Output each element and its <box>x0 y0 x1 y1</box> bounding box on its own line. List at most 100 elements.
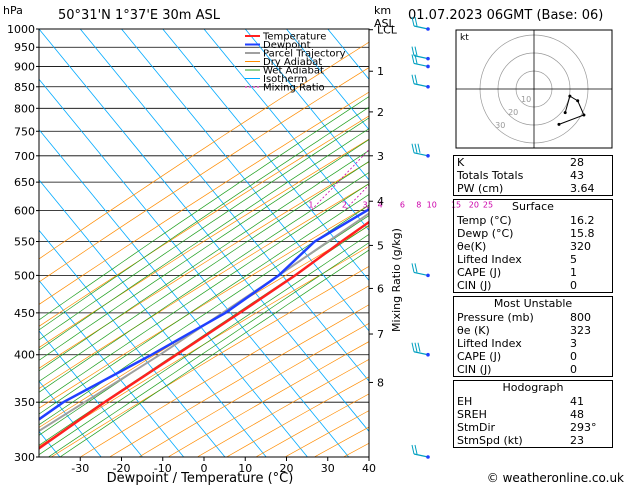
legend-label: Mixing Ratio <box>263 83 325 94</box>
wind-barb-dot <box>426 274 430 278</box>
wet-adiabat-line <box>0 29 506 457</box>
index-label: K <box>457 156 464 169</box>
wind-barb-feather <box>412 54 414 63</box>
index-label: θe(K) <box>457 240 486 253</box>
mixing-ratio-label: 8 <box>416 201 421 210</box>
index-row: CIN (J)0 <box>454 279 612 292</box>
km-tick-label: 4 <box>377 195 384 208</box>
km-tick-label: 8 <box>377 376 384 389</box>
isotherm-line <box>39 29 390 457</box>
km-tick-label: 3 <box>377 150 384 163</box>
location-text: 50°31'N 1°37'E 30m ASL <box>58 8 221 23</box>
wind-barb-staff <box>414 352 428 355</box>
pressure-tick-label: 800 <box>14 102 35 115</box>
index-label: CIN (J) <box>457 363 491 376</box>
pressure-tick-label: 700 <box>14 150 35 163</box>
index-value: 23 <box>570 434 608 447</box>
index-row: CAPE (J)0 <box>454 350 612 363</box>
pressure-tick-label: 950 <box>14 41 35 54</box>
index-label: CAPE (J) <box>457 350 501 363</box>
index-value: 43 <box>570 169 608 182</box>
index-label: Totals Totals <box>457 169 523 182</box>
wind-barb-dot <box>426 154 430 158</box>
wind-barb <box>412 263 430 277</box>
index-value: 1 <box>570 266 608 279</box>
wind-barb-staff <box>414 26 428 29</box>
km-tick-label: LCL <box>377 24 398 37</box>
mixing-ratio-label: 10 <box>427 201 437 210</box>
mixing-ratio-axis-label: Mixing Ratio (g/kg) <box>390 228 403 332</box>
km-tick-label: 1 <box>377 65 384 78</box>
index-label: θe (K) <box>457 324 490 337</box>
hodograph-title: Hodograph <box>454 381 612 395</box>
wind-barb <box>412 445 430 459</box>
index-label: Temp (°C) <box>457 214 512 227</box>
km-tick-label: 6 <box>377 282 384 295</box>
wind-barb-dot <box>426 353 430 357</box>
wind-barb-staff <box>414 272 428 275</box>
index-label: Pressure (mb) <box>457 311 534 324</box>
wind-barb-dot <box>426 455 430 459</box>
index-row: Temp (°C) 16.2 <box>454 214 612 227</box>
index-row: StmSpd (kt) 23 <box>454 434 612 447</box>
index-label: EH <box>457 395 472 408</box>
copyright: © weatheronline.co.uk <box>487 471 624 485</box>
index-row: CIN (J) 0 <box>454 363 612 376</box>
index-label: StmDir <box>457 421 495 434</box>
index-value: 0 <box>570 363 608 376</box>
wind-barb-feather <box>415 263 417 272</box>
wind-barb-staff <box>414 84 428 87</box>
hodograph-ring-label: 10 <box>521 95 531 104</box>
km-tick-label: 7 <box>377 328 384 341</box>
surface-title: Surface <box>454 200 612 214</box>
index-row: Totals Totals 43 <box>454 169 612 182</box>
wind-barb <box>412 75 430 89</box>
wind-barb-feather <box>415 445 417 454</box>
wind-barb-feather <box>412 263 414 272</box>
index-label: Dewp (°C) <box>457 227 513 240</box>
most-unstable-title: Most Unstable <box>454 297 612 311</box>
wind-barb-dot <box>426 65 430 69</box>
index-row: Dewp (°C)15.8 <box>454 227 612 240</box>
index-value: 48 <box>570 408 608 421</box>
mixing-ratio-label: 6 <box>400 201 405 210</box>
index-value: 320 <box>570 240 608 253</box>
wind-barb-dot <box>426 57 430 61</box>
index-value: 0 <box>570 279 608 292</box>
index-label: StmSpd (kt) <box>457 434 523 447</box>
pressure-tick-label: 350 <box>14 396 35 409</box>
wind-barb-feather <box>415 343 417 352</box>
hodograph-point <box>582 113 585 116</box>
index-label: CAPE (J) <box>457 266 501 279</box>
index-row: Pressure (mb) 800 <box>454 311 612 324</box>
hodograph-point <box>564 111 567 114</box>
index-row: CAPE (J) 1 <box>454 266 612 279</box>
temperature-tick-label: 30 <box>321 462 335 475</box>
wind-barb-feather <box>412 47 414 56</box>
mixing-ratio-label: 1 <box>308 201 313 210</box>
index-value: 800 <box>570 311 608 324</box>
wind-barb <box>412 47 430 61</box>
wind-barb-staff <box>414 153 428 156</box>
index-value: 3 <box>570 337 608 350</box>
wind-barb <box>412 343 430 357</box>
wind-barb-feather <box>412 343 414 352</box>
hpa-label: hPa <box>3 4 23 17</box>
wind-barb-feather <box>415 75 417 84</box>
temperature-tick-label: 40 <box>362 462 376 475</box>
hodograph-ring-label: 30 <box>495 121 505 130</box>
index-value: 16.2 <box>570 214 608 227</box>
mixing-ratio-label: 2 <box>342 201 347 210</box>
pressure-tick-label: 550 <box>14 236 35 249</box>
wind-barb-staff <box>414 63 428 66</box>
index-value: 5 <box>570 253 608 266</box>
x-axis-label: Dewpoint / Temperature (°C) <box>107 471 294 486</box>
km-tick-label: 2 <box>377 106 384 119</box>
